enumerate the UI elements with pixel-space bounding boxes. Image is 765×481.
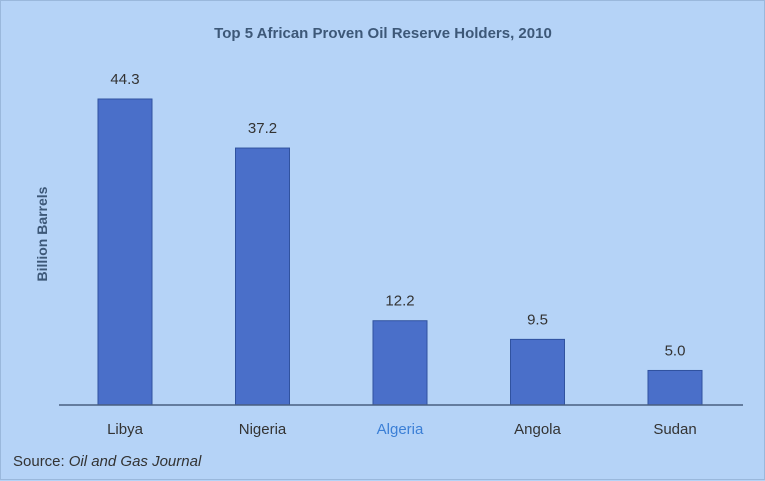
chart-title: Top 5 African Proven Oil Reserve Holders… — [214, 25, 552, 42]
bar-algeria — [372, 320, 428, 406]
x-tick-label-algeria: Algeria — [377, 421, 424, 438]
x-tick-label-nigeria: Nigeria — [239, 421, 287, 438]
bar-libya — [97, 98, 153, 406]
x-tick-label-angola: Angola — [514, 421, 561, 438]
source-note: Source: Oil and Gas Journal — [13, 453, 201, 470]
source-label: Source: — [13, 453, 65, 470]
bars-group: 44.3 Libya 37.2 Nigeria 12.2 Algeria 9.5 Angola… — [97, 71, 703, 438]
data-label-angola: 9.5 — [527, 311, 548, 328]
data-label-libya: 44.3 — [110, 71, 139, 88]
data-label-algeria: 12.2 — [385, 293, 414, 310]
bar-sudan — [647, 369, 703, 406]
x-tick-label-libya: Libya — [107, 421, 144, 438]
data-label-sudan: 5.0 — [665, 342, 686, 359]
bar-angola — [510, 338, 565, 406]
y-axis-label: Billion Barrels — [34, 186, 50, 281]
bar-nigeria — [235, 147, 290, 406]
x-tick-label-sudan: Sudan — [653, 421, 696, 438]
data-label-nigeria: 37.2 — [248, 120, 277, 137]
source-name: Oil and Gas Journal — [68, 453, 202, 470]
